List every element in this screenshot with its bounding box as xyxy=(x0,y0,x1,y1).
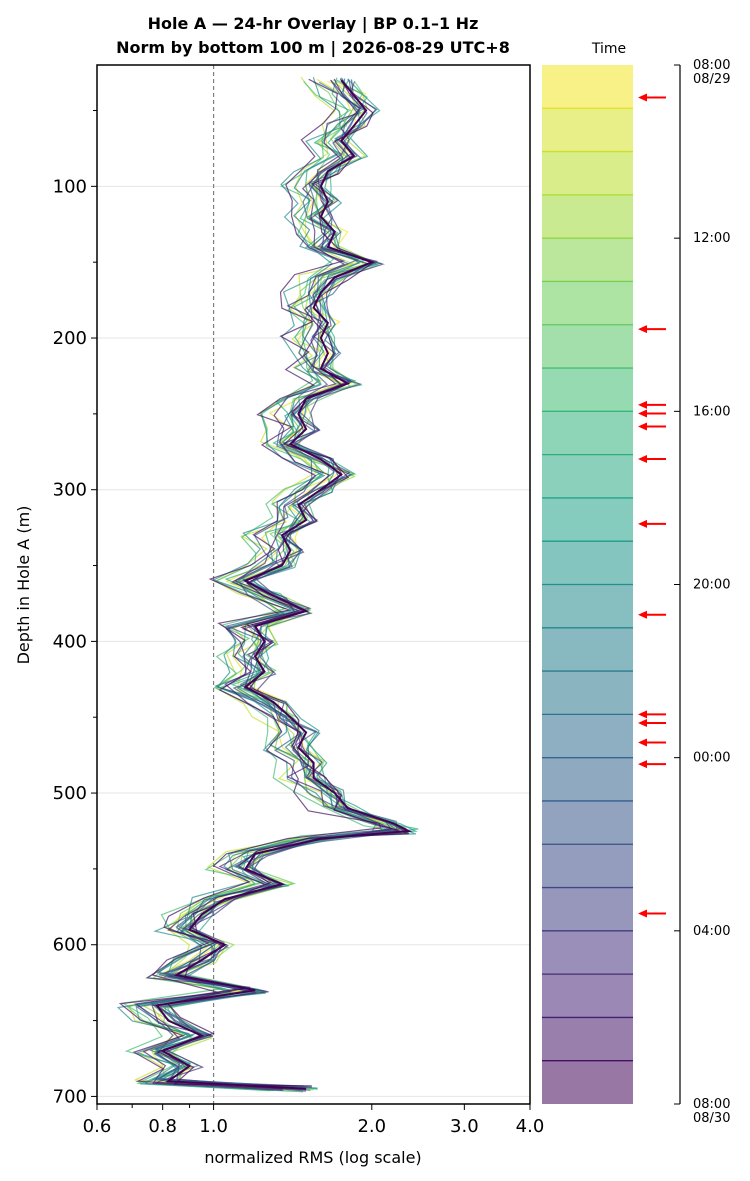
colorbar xyxy=(542,65,633,1104)
gridlines xyxy=(97,185,530,1097)
x-axis-ticks: 0.6 0.8 1.0 2.0 3.0 4.0 xyxy=(83,1104,545,1137)
time-tick-label: 08:00 xyxy=(693,58,730,73)
time-tick-label: 20:00 xyxy=(693,578,730,593)
plot-frame xyxy=(96,64,531,1105)
series-line xyxy=(128,76,387,1087)
event-arrow-head xyxy=(638,719,647,728)
colorbar-segment xyxy=(542,844,633,888)
colorbar-segment xyxy=(542,497,633,542)
colorbar-segment xyxy=(542,800,633,845)
y-tick-label: 100 xyxy=(53,176,87,197)
event-arrow-head xyxy=(638,610,647,619)
time-tick-label: 16:00 xyxy=(693,404,730,419)
x-tick-label: 1.0 xyxy=(199,1116,228,1137)
colorbar-segment xyxy=(542,238,633,282)
series-lines xyxy=(116,76,419,1093)
colorbar-segment xyxy=(542,887,633,931)
y-axis-ticks: 100 200 300 400 500 600 700 xyxy=(53,110,97,1107)
time-tick-label: 08:00 xyxy=(693,1097,730,1112)
series-line xyxy=(155,78,409,1087)
colorbar-segment xyxy=(542,324,633,369)
time-tick-date: 08/30 xyxy=(693,1111,730,1126)
colorbar-segment xyxy=(542,1060,633,1104)
event-arrow-head xyxy=(638,325,647,334)
colorbar-segment xyxy=(542,194,633,239)
y-tick-label: 200 xyxy=(53,328,87,349)
chart-title-line2: Norm by bottom 100 m | 2026-08-29 UTC+8 xyxy=(116,38,510,58)
event-arrow-head xyxy=(638,909,647,918)
colorbar-segment xyxy=(542,757,633,801)
colorbar-segment xyxy=(542,930,633,975)
colorbar-segment xyxy=(542,974,633,1018)
event-arrows xyxy=(638,93,666,918)
chart-title-line1: Hole A — 24-hr Overlay | BP 0.1–1 Hz xyxy=(148,14,479,34)
y-tick-label: 700 xyxy=(53,1086,87,1107)
series-line xyxy=(133,80,393,1091)
colorbar-segment xyxy=(542,108,633,152)
x-tick-label: 4.0 xyxy=(516,1116,545,1137)
series-line xyxy=(118,78,382,1090)
series-line-mean xyxy=(155,79,413,1090)
colorbar-segment xyxy=(542,541,633,585)
colorbar-segment xyxy=(542,584,633,628)
colorbar-segment xyxy=(542,151,633,195)
x-tick-label: 3.0 xyxy=(450,1116,479,1137)
x-axis-label: normalized RMS (log scale) xyxy=(204,1148,421,1167)
colorbar-segment xyxy=(542,627,633,672)
colorbar-segment xyxy=(542,411,633,455)
time-tick-label: 12:00 xyxy=(693,231,730,246)
colorbar-title: Time xyxy=(591,41,626,57)
event-arrow-head xyxy=(638,760,647,769)
y-tick-label: 400 xyxy=(53,631,87,652)
time-tick-label: 04:00 xyxy=(693,924,730,939)
y-tick-label: 600 xyxy=(53,935,87,956)
x-tick-label: 0.6 xyxy=(83,1116,112,1137)
time-tick-date: 08/29 xyxy=(693,72,730,87)
event-arrow-head xyxy=(638,422,647,431)
colorbar-segment xyxy=(542,65,633,109)
x-tick-label: 2.0 xyxy=(357,1116,386,1137)
colorbar-segment xyxy=(542,1017,633,1061)
event-arrow-head xyxy=(638,93,647,102)
event-arrow-head xyxy=(638,519,647,528)
event-arrow-head xyxy=(638,738,647,747)
event-arrow-head xyxy=(638,710,647,719)
event-arrow-head xyxy=(638,400,647,409)
colorbar-segment xyxy=(542,714,633,758)
colorbar-segment xyxy=(542,671,633,715)
y-tick-label: 300 xyxy=(53,480,87,501)
y-axis-label: Depth in Hole A (m) xyxy=(14,506,33,665)
y-tick-label: 500 xyxy=(53,783,87,804)
colorbar-axis: 08:0008/2912:0016:0020:0000:0004:0008:00… xyxy=(674,58,730,1126)
time-tick-label: 00:00 xyxy=(693,751,730,766)
x-tick-label: 0.8 xyxy=(148,1116,177,1137)
colorbar-segment xyxy=(542,281,633,325)
event-arrow-head xyxy=(638,409,647,418)
colorbar-segment xyxy=(542,454,633,498)
colorbar-segment xyxy=(542,368,633,412)
event-arrow-head xyxy=(638,454,647,463)
